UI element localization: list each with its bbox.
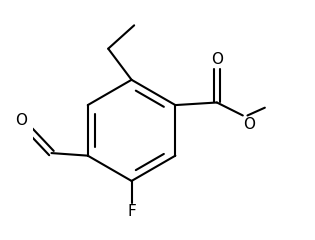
Text: O: O (243, 117, 255, 132)
Text: O: O (15, 114, 27, 128)
Text: F: F (127, 204, 136, 219)
Text: O: O (211, 53, 223, 67)
